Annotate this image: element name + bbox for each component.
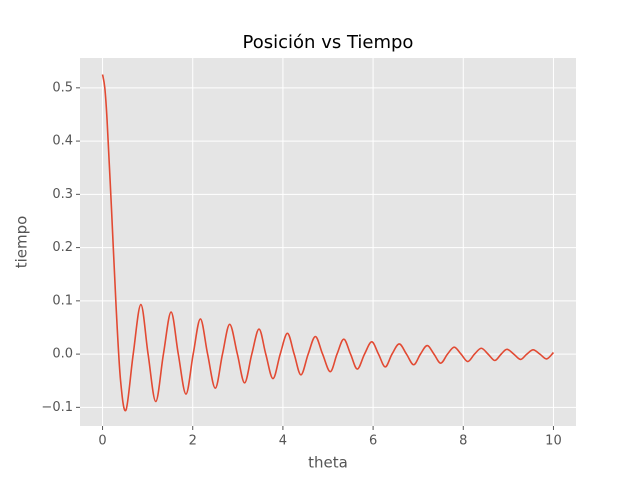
x-tick-label: 6 — [369, 434, 377, 449]
x-tick-label: 2 — [189, 434, 197, 449]
x-axis-label: theta — [308, 454, 348, 472]
x-tick-label: 4 — [279, 434, 287, 449]
y-tick-label: −0.1 — [41, 400, 73, 415]
x-tick-label: 0 — [98, 434, 106, 449]
x-tick-label: 8 — [459, 434, 467, 449]
y-tick-label: 0.4 — [52, 134, 73, 149]
y-tick-label: 0.5 — [52, 80, 73, 95]
x-tick-label: 10 — [545, 434, 562, 449]
y-tick-label: 0.3 — [52, 187, 73, 202]
chart-title: Posición vs Tiempo — [243, 32, 414, 53]
y-tick-label: 0.0 — [52, 347, 73, 362]
data-line — [101, 74, 555, 412]
plot-area — [80, 58, 576, 426]
y-tick-label: 0.2 — [52, 240, 73, 255]
y-axis-label: tiempo — [13, 216, 31, 269]
y-tick-label: 0.1 — [52, 293, 73, 308]
